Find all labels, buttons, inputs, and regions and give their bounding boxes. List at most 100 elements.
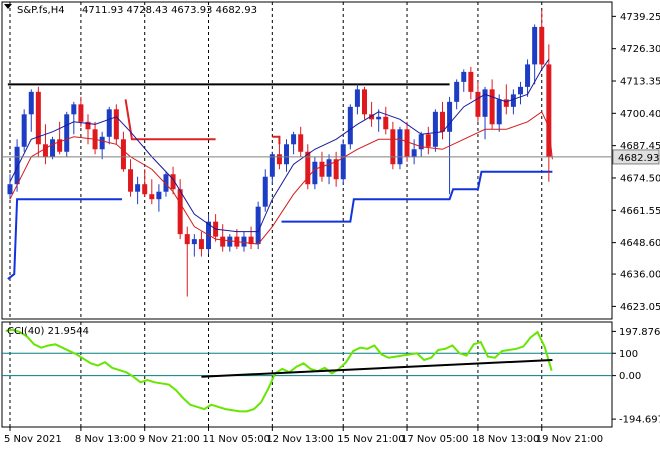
price-tick-label: 4713.35: [620, 77, 660, 88]
bull-candle: [354, 89, 360, 107]
bull-candle: [411, 149, 417, 157]
cci-tick-label: -194.6973: [619, 415, 660, 426]
bull-candle: [21, 114, 27, 147]
bear-candle: [170, 174, 176, 190]
price-tick-label: 4687.45: [620, 141, 660, 152]
cci-line: [5, 328, 553, 413]
time-tick-label: 18 Nov 13:00: [472, 434, 539, 445]
bull-candle: [340, 144, 346, 180]
bull-candle: [14, 146, 20, 185]
cci-header: CCI(40) 21.9544: [7, 326, 89, 337]
bull-candle: [376, 116, 382, 120]
bull-candle: [106, 109, 112, 137]
bull-candle: [163, 174, 169, 192]
bull-candle: [262, 176, 268, 207]
bear-candle: [383, 116, 389, 130]
bear-candle: [177, 189, 183, 235]
bull-candle: [269, 154, 275, 177]
price-tick-label: 4661.55: [620, 206, 660, 217]
bear-candle: [546, 64, 552, 157]
bear-candle: [42, 144, 48, 157]
cci-tick-label: 0.00: [619, 371, 641, 382]
price-tick-label: 4674.50: [620, 173, 660, 184]
bull-candle: [227, 236, 233, 247]
bear-candle: [78, 104, 84, 122]
bull-candle: [454, 81, 460, 102]
bull-candle: [517, 86, 523, 95]
time-tick-label: 12 Nov 13:00: [266, 434, 333, 445]
bear-candle: [113, 109, 119, 140]
bear-candle: [220, 236, 226, 247]
bull-candle: [326, 159, 332, 177]
bear-candle: [425, 134, 431, 147]
bull-candle: [482, 89, 488, 117]
price-panel-frame: [1, 1, 613, 320]
bull-candle: [7, 184, 13, 195]
stop-line: [7, 198, 123, 280]
bull-candle: [510, 94, 516, 107]
bull-candle: [28, 91, 34, 115]
time-tick-label: 17 Nov 05:00: [401, 434, 468, 445]
bear-candle: [142, 184, 148, 195]
bull-candle: [284, 144, 290, 165]
bear-candle: [276, 154, 282, 165]
time-axis: 5 Nov 2021 8 Nov 13:00 9 Nov 21:00 11 Nov 0…: [4, 427, 603, 445]
bull-candle: [432, 111, 438, 147]
blue-moving-average: [9, 59, 550, 233]
bull-candle: [156, 191, 162, 200]
bull-candle: [447, 101, 453, 132]
bull-candle: [135, 184, 141, 192]
bear-candle: [468, 71, 474, 92]
bear-candle: [184, 234, 190, 245]
time-tick-label: 5 Nov 2021: [4, 434, 62, 445]
price-tick-label: 4726.30: [620, 44, 660, 55]
bear-candle: [333, 159, 339, 180]
stop-line: [124, 99, 216, 141]
bear-candle: [57, 139, 63, 152]
bear-candle: [198, 239, 204, 250]
bear-candle: [539, 26, 545, 65]
bull-candle: [312, 161, 318, 185]
bear-candle: [404, 129, 410, 157]
bear-candle: [439, 111, 445, 132]
stop-line: [281, 170, 553, 223]
bull-candle: [525, 64, 531, 87]
cci-panel-frame: [1, 321, 613, 428]
bear-candle: [305, 151, 311, 185]
bear-candle: [149, 194, 155, 200]
price-tick-label: 4700.40: [620, 109, 660, 120]
time-tick-label: 11 Nov 05:00: [203, 434, 270, 445]
bull-candle: [347, 106, 353, 145]
cci-trendline: [201, 358, 553, 378]
bull-candle: [496, 99, 502, 125]
bear-candle: [298, 134, 304, 152]
main-header-ohlc: 4711.93 4728.43 4673.93 4682.93: [82, 5, 257, 16]
bull-candle: [50, 139, 56, 157]
bear-candle: [319, 161, 325, 177]
bear-candle: [248, 236, 254, 245]
bull-candle: [291, 134, 297, 145]
bull-candle: [418, 134, 424, 150]
price-tick-label: 4636.00: [620, 270, 660, 281]
bear-candle: [369, 114, 375, 120]
bull-candle: [64, 114, 70, 152]
bear-candle: [85, 121, 91, 130]
bull-candle: [532, 26, 538, 65]
bear-candle: [390, 129, 396, 165]
time-tick-label: 8 Nov 13:00: [75, 434, 136, 445]
bear-candle: [120, 139, 126, 170]
price-panel: 4739.25 4726.30 4713.35 4700.40 4687.45 4674.…: [1, 1, 660, 320]
current-price-badge: [612, 149, 660, 165]
bull-candle: [241, 236, 247, 247]
price-tick-label: 4648.60: [620, 238, 660, 249]
bear-candle: [475, 91, 481, 117]
time-tick-label: 15 Nov 21:00: [337, 434, 404, 445]
bull-candle: [99, 136, 105, 150]
collapse-triangle-icon[interactable]: [4, 4, 12, 9]
price-tick-label: 4739.25: [620, 12, 660, 23]
current-price-label: 4682.93: [618, 153, 659, 164]
